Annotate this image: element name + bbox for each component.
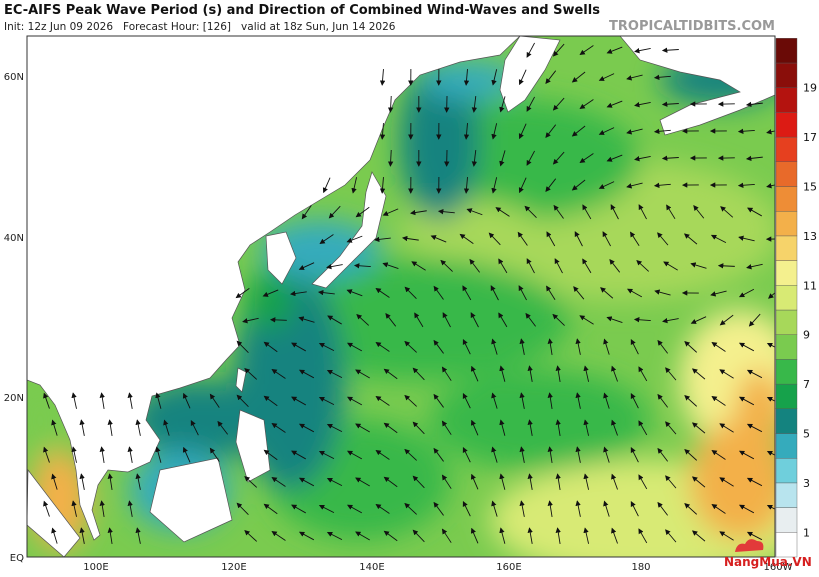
colorbar-segment xyxy=(776,112,797,137)
lat-label: 20N xyxy=(4,393,24,404)
colorbar-segment xyxy=(776,409,797,434)
colorbar-segment xyxy=(776,211,797,236)
colorbar-segment xyxy=(776,285,797,310)
lon-label: 120E xyxy=(221,562,246,573)
colorbar-segment xyxy=(776,434,797,459)
colorbar-segment xyxy=(776,310,797,335)
colorbar-segment xyxy=(776,261,797,286)
colorbar-segment xyxy=(776,532,797,557)
colorbar-label: 13 xyxy=(803,230,817,243)
colorbar-label: 19 xyxy=(803,82,817,95)
lat-label: EQ xyxy=(10,553,24,564)
colorbar-segment xyxy=(776,187,797,212)
lon-label: 140E xyxy=(359,562,384,573)
colorbar-segment xyxy=(776,508,797,533)
lat-label: 60N xyxy=(4,72,24,83)
subtitle: Init: 12z Jun 09 2026 Forecast Hour: [12… xyxy=(4,21,396,33)
colorbar-segment xyxy=(776,483,797,508)
colorbar-segment xyxy=(776,236,797,261)
lon-label: 180 xyxy=(631,562,650,573)
source: TROPICALTIDBITS.COM xyxy=(609,19,775,34)
colorbar-label: 1 xyxy=(803,526,810,539)
colorbar-label: 11 xyxy=(803,279,817,292)
colorbar-segment xyxy=(776,384,797,409)
field xyxy=(20,36,810,573)
colorbar-label: 5 xyxy=(803,428,810,441)
colorbar-label: 15 xyxy=(803,181,817,194)
lon-label: 100E xyxy=(83,562,108,573)
colorbar-segment xyxy=(776,88,797,113)
colorbar-segment xyxy=(776,137,797,162)
colorbar-segment xyxy=(776,335,797,360)
lon-label: 160E xyxy=(496,562,521,573)
colorbar-segment xyxy=(776,162,797,187)
colorbar-label: 17 xyxy=(803,131,817,144)
colorbar-segment xyxy=(776,458,797,483)
lat-label: 40N xyxy=(4,233,24,244)
colorbar-label: 3 xyxy=(803,477,810,490)
colorbar-label: 7 xyxy=(803,378,810,391)
watermark-text: NangMua.VN xyxy=(724,555,812,569)
colorbar-segment xyxy=(776,38,797,63)
colorbar-label: 9 xyxy=(803,329,810,342)
colorbar-segment xyxy=(776,359,797,384)
colorbar-segment xyxy=(776,63,797,88)
title: EC-AIFS Peak Wave Period (s) and Directi… xyxy=(4,3,600,18)
